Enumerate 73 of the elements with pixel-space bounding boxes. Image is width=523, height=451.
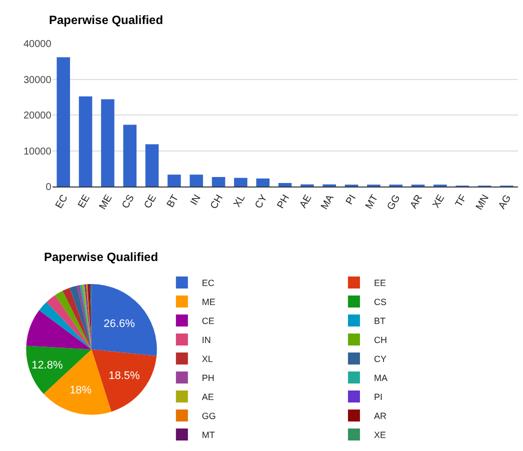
x-tick-label: EC bbox=[54, 193, 70, 211]
bar bbox=[256, 178, 270, 187]
x-tick-label: MA bbox=[319, 192, 336, 212]
data-label: 18% bbox=[70, 384, 92, 397]
x-tick-label: AE bbox=[298, 192, 314, 210]
legend-label: AR bbox=[374, 411, 387, 422]
x-tick-label: PI bbox=[344, 193, 358, 207]
bar bbox=[322, 184, 336, 187]
pie-slice bbox=[62, 288, 92, 350]
legend-label: CS bbox=[374, 297, 386, 308]
pie-slice bbox=[92, 349, 157, 412]
x-tick-label: AG bbox=[496, 192, 514, 212]
pie-slice bbox=[70, 286, 92, 350]
pie-slice bbox=[46, 295, 92, 350]
y-tick-label: 20000 bbox=[23, 110, 52, 122]
legend-label: BT bbox=[374, 316, 386, 326]
x-tick-label: CY bbox=[253, 192, 270, 211]
x-tick-label: CE bbox=[142, 192, 160, 211]
x-tick-label: IN bbox=[188, 193, 204, 208]
legend-label: CY bbox=[374, 354, 386, 364]
legend-label: CH bbox=[374, 335, 387, 346]
bar bbox=[78, 96, 92, 187]
x-tick-label: BT bbox=[165, 193, 182, 210]
legend-label: CE bbox=[202, 316, 214, 326]
x-tick-label: ME bbox=[98, 192, 115, 212]
y-tick-label: 30000 bbox=[23, 74, 52, 86]
bar bbox=[123, 124, 137, 187]
pie-slice bbox=[26, 310, 92, 350]
bar bbox=[234, 178, 248, 187]
pie-slice bbox=[80, 284, 92, 350]
y-tick-label: 10000 bbox=[23, 146, 52, 158]
legend-label: XL bbox=[202, 354, 213, 364]
x-tick-label: MT bbox=[364, 193, 381, 212]
data-label: 26.6% bbox=[104, 318, 136, 330]
legend-label: GG bbox=[202, 411, 216, 422]
legend-label: PI bbox=[374, 392, 382, 402]
x-tick-label: AR bbox=[408, 193, 425, 211]
x-tick-label: TF bbox=[454, 193, 470, 210]
bar bbox=[101, 99, 114, 187]
legend-label: ME bbox=[202, 297, 216, 308]
bar bbox=[56, 57, 70, 187]
x-tick-label: CS bbox=[120, 192, 137, 211]
x-tick-label: XE bbox=[430, 192, 448, 210]
bar bbox=[145, 144, 159, 187]
bar bbox=[190, 174, 204, 187]
x-tick-label: PH bbox=[275, 193, 292, 211]
x-tick-label: EE bbox=[76, 192, 93, 210]
bar bbox=[278, 183, 292, 187]
pie-slice bbox=[55, 290, 92, 350]
bar bbox=[168, 174, 181, 187]
legend-label: IN bbox=[202, 335, 211, 346]
x-tick-label: CH bbox=[208, 193, 226, 212]
y-tick-label: 40000 bbox=[23, 39, 52, 50]
pie-slice bbox=[92, 284, 157, 356]
legend-label: MT bbox=[202, 430, 216, 440]
x-tick-label: MN bbox=[474, 193, 492, 212]
legend-label: PH bbox=[202, 373, 214, 384]
chart-title: Paperwise Qualified bbox=[44, 250, 158, 264]
x-tick-label: GG bbox=[385, 192, 403, 212]
legend-label: MA bbox=[374, 373, 388, 384]
x-tick-label: XL bbox=[232, 192, 248, 210]
legend-label: AE bbox=[202, 392, 214, 402]
pie-slice bbox=[39, 302, 92, 350]
y-tick-label: 0 bbox=[46, 182, 52, 194]
chart-title: Paperwise Qualified bbox=[49, 13, 164, 27]
pie-slice bbox=[26, 346, 92, 394]
data-label: 18.5% bbox=[108, 370, 140, 382]
data-label: 12.8% bbox=[32, 359, 64, 372]
bar bbox=[212, 176, 226, 187]
legend-label: EE bbox=[374, 278, 386, 288]
legend-label: EC bbox=[202, 278, 215, 288]
bar bbox=[300, 184, 314, 187]
legend-label: XE bbox=[374, 430, 386, 440]
